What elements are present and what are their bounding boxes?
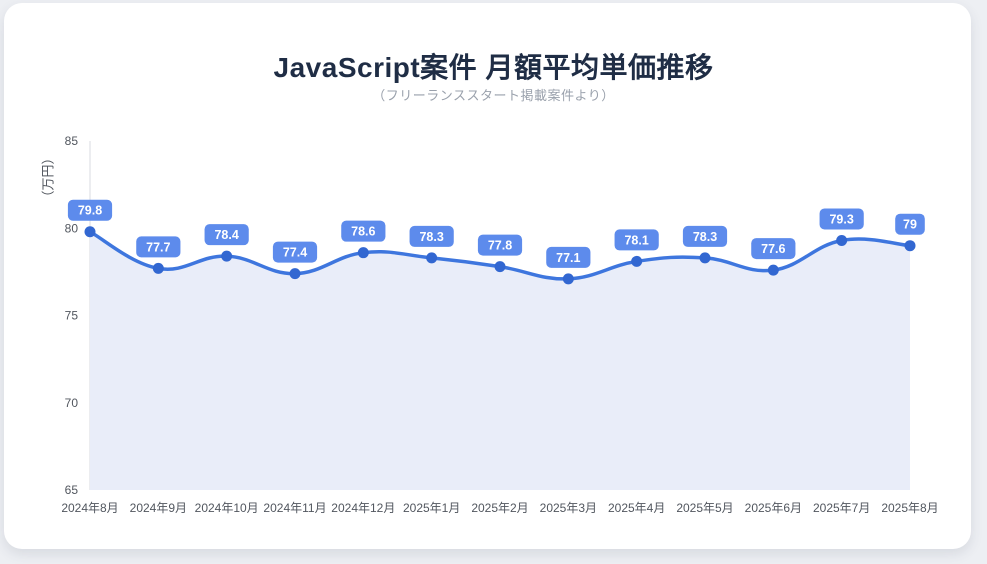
data-point	[84, 226, 96, 238]
y-tick-label: 75	[65, 309, 79, 323]
chart-subtitle: （フリーランススタート掲載案件より）	[372, 88, 615, 103]
data-point	[836, 234, 848, 246]
data-label-text: 79	[903, 218, 917, 232]
data-label-badge	[477, 234, 523, 256]
data-label-text: 78.4	[214, 228, 238, 242]
data-label-badge	[614, 229, 659, 251]
x-tick-label: 2024年8月	[61, 501, 118, 515]
x-tick-label: 2025年7月	[813, 501, 870, 515]
x-tick-label: 2025年1月	[403, 501, 460, 515]
data-point	[357, 247, 369, 259]
data-label-badge	[272, 241, 318, 263]
data-label-text: 79.3	[829, 212, 853, 226]
data-label-text: 78.1	[624, 233, 648, 247]
data-label-badge	[895, 213, 925, 235]
data-label-text: 77.7	[146, 240, 170, 254]
y-tick-label: 85	[65, 134, 79, 148]
data-label-badge	[341, 220, 386, 242]
data-point	[289, 268, 301, 280]
x-tick-label: 2025年5月	[676, 501, 733, 515]
x-tick-label: 2025年6月	[745, 501, 802, 515]
data-label-text: 77.8	[488, 239, 512, 253]
data-point	[699, 252, 711, 264]
data-label-text: 77.1	[556, 251, 580, 265]
y-tick-label: 70	[65, 396, 79, 410]
area-fill	[90, 231, 910, 491]
data-label-badge	[204, 224, 249, 246]
x-tick-label: 2025年3月	[540, 501, 597, 515]
x-tick-label: 2024年10月	[195, 501, 259, 515]
y-tick-label: 80	[65, 221, 79, 235]
data-point	[631, 255, 643, 267]
data-label-badge	[682, 225, 728, 247]
x-tick-label: 2024年12月	[331, 501, 395, 515]
data-label-badge	[819, 208, 864, 230]
x-tick-label: 2025年4月	[608, 501, 665, 515]
data-label-badge	[546, 246, 591, 268]
data-label-text: 78.3	[693, 230, 717, 244]
data-point	[426, 252, 438, 264]
y-tick-label: 65	[65, 483, 79, 497]
data-label-text: 78.6	[351, 225, 375, 239]
data-point	[562, 273, 574, 285]
data-point	[494, 261, 506, 273]
data-label-text: 79.8	[78, 204, 102, 218]
chart-title: JavaScript案件 月額平均単価推移	[273, 52, 714, 83]
data-label-text: 77.6	[761, 242, 785, 256]
data-label-badge	[751, 238, 796, 260]
data-label-badge	[409, 225, 454, 247]
data-label-badge	[136, 236, 181, 258]
x-tick-label: 2025年2月	[471, 501, 528, 515]
x-tick-label: 2025年8月	[881, 501, 938, 515]
x-tick-label: 2024年9月	[130, 501, 187, 515]
data-label-text: 78.3	[419, 230, 443, 244]
data-label-text: 77.4	[283, 246, 307, 260]
data-point	[152, 262, 164, 274]
data-point	[767, 264, 779, 276]
x-tick-label: 2024年11月	[263, 501, 326, 515]
data-point	[904, 240, 916, 252]
data-point	[221, 250, 233, 262]
data-label-badge	[67, 199, 113, 221]
